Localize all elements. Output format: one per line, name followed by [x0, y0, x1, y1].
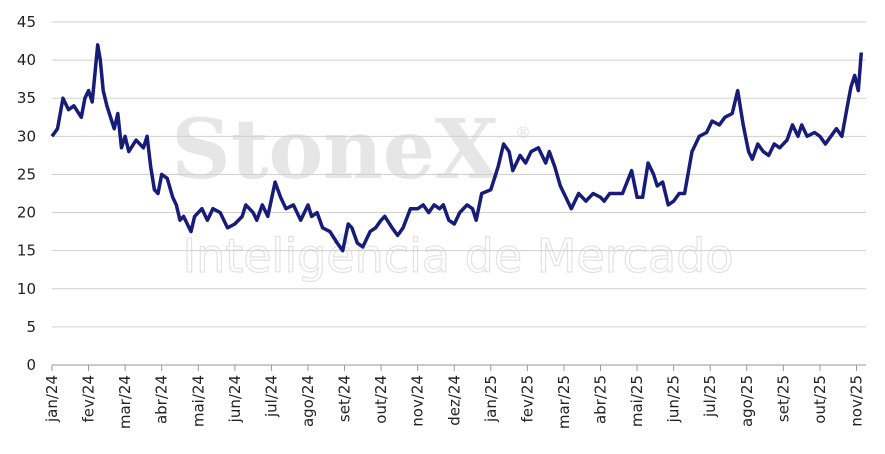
- x-tick-label: jul/24: [262, 375, 280, 418]
- x-tick-label: nov/25: [848, 375, 866, 427]
- y-tick-label: 20: [17, 204, 36, 222]
- x-tick-label: jun/25: [665, 375, 683, 423]
- x-tick-label: mar/25: [555, 375, 573, 429]
- y-tick-label: 40: [17, 51, 36, 69]
- watermark-registered: ®: [515, 123, 531, 142]
- y-tick-label: 10: [17, 280, 36, 298]
- y-tick-label: 25: [17, 165, 36, 183]
- x-tick-label: mai/24: [189, 375, 207, 427]
- x-tick-label: set/25: [774, 375, 792, 422]
- x-tick-label: ago/24: [299, 375, 317, 427]
- x-tick-label: set/24: [336, 375, 354, 422]
- x-tick-label: jan/24: [43, 375, 61, 423]
- x-tick-label: fev/24: [80, 375, 98, 423]
- y-tick-label: 0: [26, 356, 36, 374]
- y-tick-label: 15: [17, 242, 36, 260]
- x-tick-label: ago/25: [738, 375, 756, 427]
- x-tick-label: mai/25: [628, 375, 646, 427]
- x-tick-label: out/24: [372, 375, 390, 424]
- x-tick-label: jan/25: [482, 375, 500, 423]
- y-tick-label: 30: [17, 127, 36, 145]
- x-tick-label: jul/25: [701, 375, 719, 418]
- x-tick-label: mar/24: [116, 375, 134, 429]
- series-line: [50, 43, 864, 253]
- x-tick-label: abr/24: [153, 375, 171, 424]
- x-tick-label: fev/25: [518, 375, 536, 423]
- x-tick-label: dez/24: [445, 375, 463, 426]
- x-tick-label: out/25: [811, 375, 829, 424]
- watermark-brand: StoneX: [171, 102, 499, 198]
- y-tick-label: 45: [17, 13, 36, 31]
- x-tick-label: jun/24: [226, 375, 244, 423]
- x-tick-label: abr/25: [592, 375, 610, 424]
- watermark-subtitle: Inteligência de Mercado: [183, 229, 734, 283]
- x-tick-label: nov/24: [409, 375, 427, 427]
- y-tick-label: 35: [17, 89, 36, 107]
- y-tick-label: 5: [26, 318, 36, 336]
